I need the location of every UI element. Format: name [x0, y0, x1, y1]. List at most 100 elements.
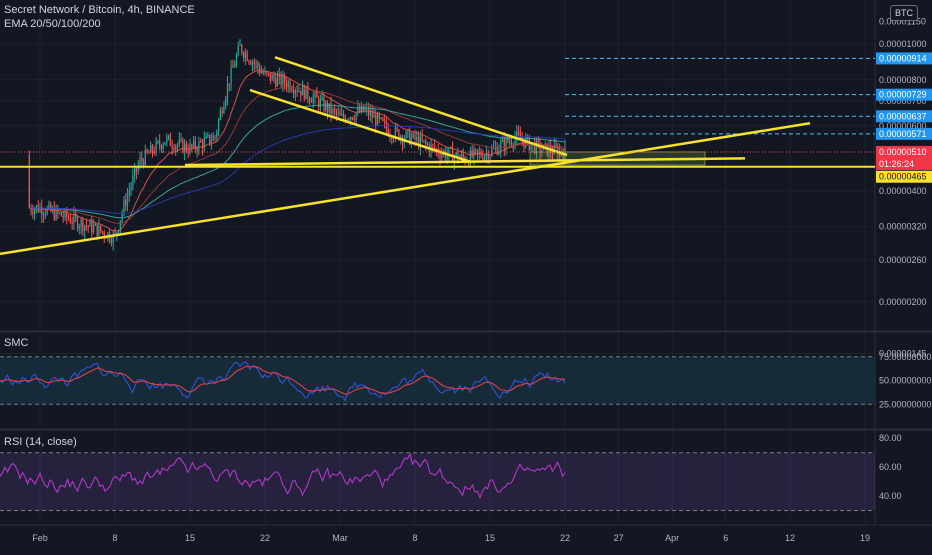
candle-body — [450, 147, 452, 149]
ema-legend[interactable]: EMA 20/50/100/200 — [4, 18, 101, 30]
candle-body — [289, 81, 291, 90]
candle-body — [225, 98, 227, 107]
candle-body — [276, 76, 279, 87]
candle-body — [141, 158, 143, 161]
candle-body — [62, 216, 64, 218]
candle-body — [462, 153, 464, 158]
candle-body — [296, 90, 298, 92]
candle-body — [482, 156, 484, 160]
candle-body — [39, 206, 41, 212]
candle-body — [448, 148, 450, 155]
candle-body — [221, 110, 223, 114]
rsi-axis-tick: 40.00 — [879, 491, 902, 501]
candle-body — [267, 73, 270, 75]
candle-body — [460, 153, 463, 158]
price-label-badge — [876, 110, 932, 123]
candle-body — [85, 225, 88, 227]
candle-body — [110, 240, 113, 243]
candle-body — [94, 224, 96, 226]
rsi-pane-title[interactable]: RSI (14, close) — [4, 436, 77, 448]
candle-body — [332, 108, 334, 114]
candle-body — [194, 140, 196, 149]
candle-body — [300, 90, 302, 96]
candle-body — [282, 75, 284, 85]
price-label-badge — [876, 170, 932, 183]
candle-body — [317, 97, 320, 107]
candle-body — [480, 152, 482, 157]
candle-body — [175, 145, 177, 150]
candle-body — [212, 136, 214, 141]
candle-body — [257, 62, 259, 68]
candle-body — [196, 148, 198, 151]
candle-body — [517, 131, 520, 135]
candle-body — [341, 113, 343, 116]
currency-badge[interactable]: BTC — [890, 5, 918, 21]
candle-body — [116, 232, 118, 234]
symbol-legend[interactable]: Secret Network / Bitcoin, 4h, BINANCE — [4, 4, 195, 16]
candle-body — [226, 83, 229, 99]
candle-body — [101, 231, 104, 233]
candle-body — [534, 142, 536, 153]
candle-body — [253, 62, 255, 64]
candle-body — [203, 138, 205, 149]
candle-body — [551, 152, 554, 154]
candle-body — [128, 190, 130, 195]
smc-band-fill — [0, 356, 875, 405]
smc-pane-title[interactable]: SMC — [4, 337, 29, 349]
candle-body — [169, 135, 171, 146]
candle-body — [160, 145, 163, 149]
candle-body — [92, 225, 95, 233]
candle-body — [491, 148, 493, 156]
candle-body — [367, 107, 370, 116]
price-label-text: 0.00000914 — [879, 53, 927, 63]
candle-body — [305, 86, 307, 100]
candle-body — [446, 154, 448, 159]
candle-body — [391, 136, 393, 140]
candle-body — [523, 140, 525, 148]
candle-body — [34, 209, 36, 214]
candle-body — [76, 217, 79, 229]
candle-body — [134, 168, 136, 176]
candle-body — [53, 208, 55, 220]
candle-body — [234, 65, 236, 68]
candle-body — [478, 152, 480, 154]
candle-body — [316, 92, 318, 98]
candle-body — [417, 136, 420, 148]
candle-body — [278, 73, 280, 77]
candle-body — [32, 211, 34, 214]
candle-body — [384, 120, 386, 122]
candle-body — [325, 102, 327, 111]
price-label-text: 0.00000637 — [879, 111, 927, 121]
candle-body — [259, 67, 261, 73]
candle-body — [182, 139, 184, 153]
candle-body — [246, 52, 248, 61]
candle-body — [375, 114, 377, 126]
rsi-band-fill — [0, 452, 875, 511]
candle-body — [98, 225, 100, 236]
time-axis-tick: 6 — [723, 533, 728, 543]
candle-body — [548, 146, 550, 156]
candle-body — [373, 114, 375, 118]
candle-body — [244, 52, 246, 58]
candle-body — [269, 73, 271, 81]
candle-body — [142, 160, 145, 165]
candle-body — [323, 97, 325, 111]
candle-body — [291, 89, 293, 91]
candle-body — [342, 113, 345, 118]
candle-body — [155, 141, 157, 153]
candle-body — [271, 74, 273, 81]
candle-body — [91, 221, 93, 233]
candle-body — [467, 161, 470, 165]
candle-body — [371, 111, 373, 118]
candle-body — [151, 145, 154, 152]
candle-body — [153, 151, 155, 153]
price-label-badge — [876, 52, 932, 65]
candle-body — [421, 136, 423, 141]
price-axis-tick: 0.00000400 — [879, 186, 927, 196]
candle-body — [334, 108, 336, 111]
candle-body — [303, 85, 305, 100]
candle-body — [166, 137, 168, 143]
candle-body — [235, 55, 238, 66]
